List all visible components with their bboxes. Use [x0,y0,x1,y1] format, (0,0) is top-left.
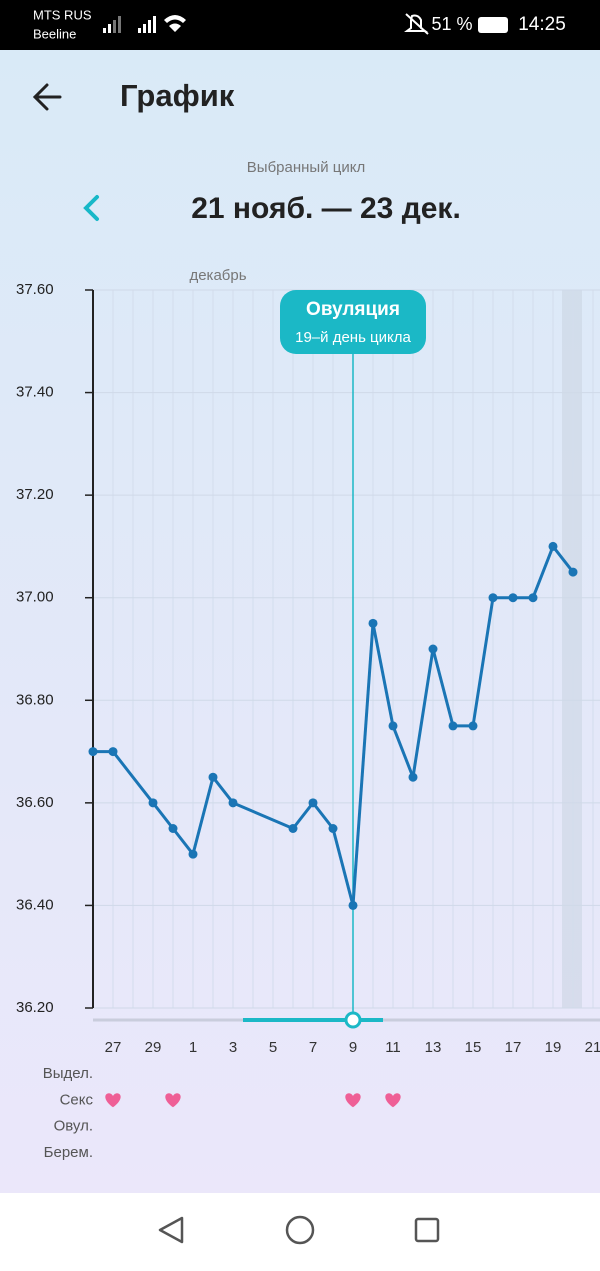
data-point [388,721,398,731]
battery-icon [478,17,508,33]
data-point [408,772,418,782]
x-tick-label: 29 [145,1039,162,1056]
data-point [368,618,378,628]
data-point [348,900,358,910]
nav-home[interactable] [285,1215,315,1245]
carrier: MTS RUS [33,7,92,22]
today-column [562,290,582,1008]
heart-mark [105,1093,121,1108]
data-point [168,824,178,833]
line-segment [391,725,415,778]
data-point [148,798,158,808]
x-tick-label: 9 [349,1039,357,1056]
data-point [88,747,98,757]
row-label: Секс [60,1091,94,1108]
row-label: Овул. [54,1118,93,1135]
month-label: декабрь [189,267,246,284]
data-point [308,798,318,808]
x-tick-label: 13 [425,1039,442,1056]
line-segment [331,828,355,906]
row-label: Берем. [44,1144,93,1161]
data-point [568,567,578,577]
clock: 14:25 [518,14,566,35]
nav-back[interactable] [158,1216,184,1244]
heart-mark [165,1093,181,1108]
data-point [108,747,118,757]
line-segment [211,776,235,804]
row-label: Выдел. [43,1065,93,1082]
x-tick-label: 19 [545,1039,562,1056]
ovulation-subtitle: 19–й день цикла [295,329,411,346]
x-tick-label: 17 [505,1039,522,1056]
x-tick-label: 7 [309,1039,317,1056]
x-tick-label: 3 [229,1039,237,1056]
y-tick-label: 36.40 [16,896,54,913]
heart-mark [345,1093,361,1108]
x-tick-label: 1 [189,1039,197,1056]
y-tick-label: 36.60 [16,794,54,811]
x-tick-label: 11 [385,1039,401,1056]
x-tick-label: 15 [465,1039,482,1056]
x-tick-label: 27 [105,1039,122,1056]
line-segment [151,801,175,830]
y-tick-label: 37.60 [16,281,54,298]
data-point [528,593,538,603]
line-segment [471,597,495,727]
line-segment [351,623,375,906]
line-segment [232,801,294,830]
line-segment [371,623,395,727]
y-tick-label: 37.40 [16,384,54,401]
mute-icon [404,13,429,35]
data-point [488,593,498,603]
x-tick-label: 5 [269,1039,277,1056]
battery-level: 51 % [431,14,472,34]
chart: 36.20 36.40 36.60 36.80 37.00 37.20 37.40 37.60… [16,267,600,1161]
nav-bar [0,1193,600,1266]
data-point [288,824,298,833]
data-point [448,721,458,731]
y-tick-label: 36.80 [16,691,54,708]
data-point [188,849,198,859]
ovulation-bubble [280,290,426,354]
y-tick-label: 36.20 [16,999,54,1016]
carrier2: Beeline [33,26,76,41]
line-segment [551,545,575,573]
line-segment [411,648,435,778]
x-tick-label: 21 [585,1039,600,1056]
line-segment [291,801,315,830]
nav-recent[interactable] [414,1217,440,1243]
data-point [208,772,218,782]
line-segment [311,801,335,830]
data-point [228,798,238,808]
page-title: График [120,78,235,113]
data-point [548,541,558,551]
data-point [328,824,338,833]
prev-cycle[interactable] [83,195,99,221]
line-segment [191,776,215,855]
line-segment [431,648,455,727]
slider-handle [344,1011,362,1029]
ovulation-title: Овуляция [306,299,400,320]
line-segment [531,545,555,599]
background [0,50,600,1193]
back-button[interactable] [32,83,62,111]
cycle-range: 21 нояб. — 23 дек. [191,192,461,225]
y-tick-label: 37.00 [16,589,54,606]
data-point [428,644,438,654]
line-segment [111,750,155,804]
line-segment [171,827,195,856]
signal-icons [103,15,186,33]
cycle-caption: Выбранный цикл [247,159,365,176]
heart-mark [385,1093,401,1108]
y-tick-label: 37.20 [16,486,54,503]
data-point [508,593,518,603]
data-point [468,721,478,731]
